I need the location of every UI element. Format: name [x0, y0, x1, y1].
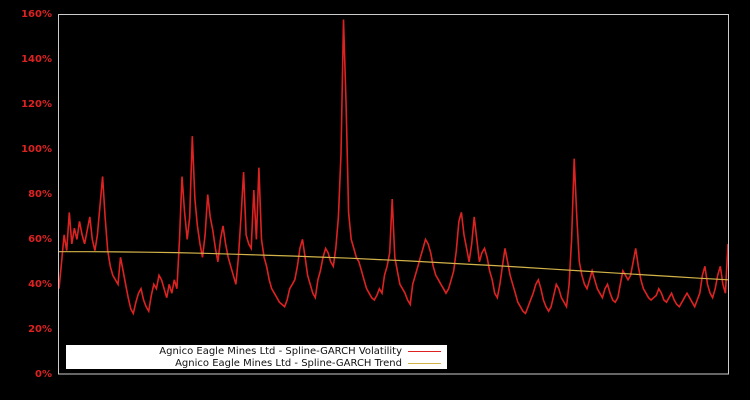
chart-legend: Agnico Eagle Mines Ltd - Spline-GARCH Vo…	[66, 345, 447, 369]
y-tick-label: 40%	[28, 279, 52, 290]
legend-swatch-red-line	[408, 350, 441, 352]
y-tick-label: 20%	[28, 324, 52, 335]
legend-label: Agnico Eagle Mines Ltd - Spline-GARCH Vo…	[159, 345, 402, 357]
volatility-line	[58, 19, 729, 316]
legend-swatch-gold-line	[408, 362, 441, 364]
y-tick-label: 0%	[35, 369, 52, 380]
y-tick-label: 80%	[28, 189, 52, 200]
legend-label: Agnico Eagle Mines Ltd - Spline-GARCH Tr…	[175, 357, 402, 369]
plot-frame	[58, 14, 729, 375]
y-tick-label: 120%	[21, 99, 52, 110]
series-layer	[58, 19, 729, 316]
legend-item-trend: Agnico Eagle Mines Ltd - Spline-GARCH Tr…	[175, 357, 441, 369]
trend-line	[59, 251, 729, 281]
y-tick-label: 60%	[28, 234, 52, 245]
y-tick-label: 140%	[21, 54, 52, 65]
legend-item-volatility: Agnico Eagle Mines Ltd - Spline-GARCH Vo…	[159, 345, 441, 357]
y-tick-label: 100%	[21, 144, 52, 155]
y-tick-label: 160%	[21, 9, 52, 20]
